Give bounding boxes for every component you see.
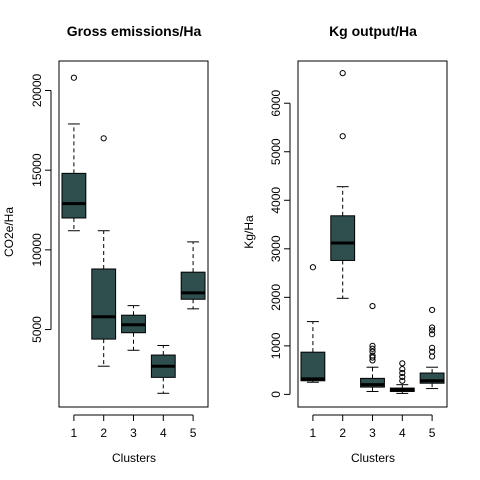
panel-2-x-tick-label: 3 [369,426,376,440]
panel-2-cluster-1-outlier [310,265,315,270]
panel-2-x-tick-label: 1 [310,426,317,440]
panel-1-x-tick-label: 1 [71,426,78,440]
panel-1-y-tick-label: 20000 [30,73,44,107]
panel-2-y-tick-label: 0 [269,391,283,398]
panel-2-x-tick-label: 5 [429,426,436,440]
panel-2-y-tick-label: 3000 [269,235,283,262]
panel-1-x-tick-label: 4 [160,426,167,440]
panel-2-cluster-1-box [301,352,325,381]
panel-1-title: Gross emissions/Ha [67,23,202,39]
panel-1-plot-frame [59,61,208,407]
panel-2-ylabel: Kg/Ha [242,215,256,249]
panel-1-y-tick-label: 5000 [30,316,44,343]
panel-2-cluster-5-outlier [430,307,435,312]
panel-1-y-tick-label: 15000 [30,153,44,187]
panel-2-cluster-2-outlier [340,71,345,76]
panel-2-title: Kg output/Ha [329,23,417,39]
panel-2-y-tick-label: 5000 [269,138,283,165]
panel-1-x-tick-label: 2 [100,426,107,440]
panel-1-x-tick-label: 3 [130,426,137,440]
panel-2-cluster-5-outlier [430,345,435,350]
panel-2-cluster-2-outlier [340,134,345,139]
panel-2-xlabel: Clusters [351,451,395,465]
panel-1-y-tick-label: 10000 [30,233,44,267]
panel-2-cluster-4-outlier [400,367,405,372]
panel-2-y-tick-label: 1000 [269,332,283,359]
panel-2-x-tick-label: 2 [339,426,346,440]
panel-1-xlabel: Clusters [112,451,156,465]
panel-1-x-tick-label: 5 [190,426,197,440]
panel-2-y-tick-label: 2000 [269,284,283,311]
panel-2-y-tick-label: 4000 [269,187,283,214]
panel-1-cluster-2-box [92,269,116,339]
panel-2-y-tick-label: 6000 [269,90,283,117]
panel-2-cluster-3-outlier [370,303,375,308]
panel-1-cluster-5-box [181,272,205,299]
panel-1-cluster-1-box [62,173,86,218]
panel-2-cluster-2-box [331,216,355,261]
panel-2-x-tick-label: 4 [399,426,406,440]
panel-1-cluster-2-outlier [101,136,106,141]
panel-1-cluster-1-outlier [71,75,76,80]
panel-1-ylabel: CO2e/Ha [2,207,16,257]
panel-2-cluster-4-outlier [400,361,405,366]
